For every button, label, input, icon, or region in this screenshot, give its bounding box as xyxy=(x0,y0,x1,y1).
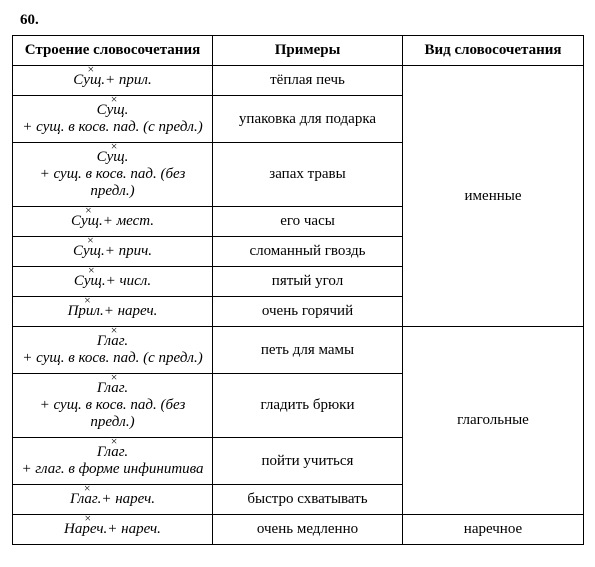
example-cell: гладить брюки xyxy=(213,374,403,438)
kind-cell: именные xyxy=(403,66,584,327)
table-header-row: Строение словосочетания Примеры Вид слов… xyxy=(13,36,584,66)
dependent-word: + прич. xyxy=(105,243,152,260)
dependent-word: + нареч. xyxy=(107,521,161,538)
main-word: Сущ. xyxy=(74,273,106,290)
example-cell: пятый угол xyxy=(213,267,403,297)
dependent-word: + числ. xyxy=(106,273,151,290)
structure-cell: Сущ. + сущ. в косв. пад. (без предл.) xyxy=(13,143,213,207)
main-word: Сущ. xyxy=(71,213,103,230)
example-cell: пойти учиться xyxy=(213,438,403,485)
dependent-word: + мест. xyxy=(103,213,154,230)
structure-cell: Глаг. + глаг. в форме инфинитива xyxy=(13,438,213,485)
col-header-kind: Вид словосочетания xyxy=(403,36,584,66)
main-word: Прил. xyxy=(68,303,104,320)
structure-cell: Сущ. + прил. xyxy=(13,66,213,96)
structure-cell: Сущ. + сущ. в косв. пад. (с предл.) xyxy=(13,96,213,143)
example-cell: сломанный гвоздь xyxy=(213,237,403,267)
dependent-word: + сущ. в косв. пад. (без предл.) xyxy=(19,166,206,200)
kind-cell: глагольные xyxy=(403,327,584,515)
table-body: Сущ. + прил.тёплая печьименныеСущ. + сущ… xyxy=(13,66,584,545)
main-word: Глаг. xyxy=(70,491,101,508)
dependent-word: + сущ. в косв. пад. (с предл.) xyxy=(22,350,202,367)
main-word: Сущ. xyxy=(73,72,105,89)
table-row: Нареч. + нареч.очень медленнонаречное xyxy=(13,515,584,545)
example-cell: его часы xyxy=(213,207,403,237)
example-cell: упаковка для подарка xyxy=(213,96,403,143)
example-cell: очень медленно xyxy=(213,515,403,545)
col-header-structure: Строение словосочетания xyxy=(13,36,213,66)
structure-cell: Сущ. + мест. xyxy=(13,207,213,237)
dependent-word: + сущ. в косв. пад. (с предл.) xyxy=(22,119,202,136)
dependent-word: + нареч. xyxy=(104,303,158,320)
main-word: Глаг. xyxy=(97,444,128,461)
main-word: Сущ. xyxy=(97,149,129,166)
structure-cell: Глаг. + сущ. в косв. пад. (с предл.) xyxy=(13,327,213,374)
example-cell: запах травы xyxy=(213,143,403,207)
table-row: Сущ. + прил.тёплая печьименные xyxy=(13,66,584,96)
structure-cell: Глаг. + нареч. xyxy=(13,485,213,515)
example-cell: тёплая печь xyxy=(213,66,403,96)
structure-cell: Нареч. + нареч. xyxy=(13,515,213,545)
structure-cell: Прил. + нареч. xyxy=(13,297,213,327)
main-word: Сущ. xyxy=(73,243,105,260)
example-cell: очень горячий xyxy=(213,297,403,327)
example-cell: петь для мамы xyxy=(213,327,403,374)
structure-cell: Глаг. + сущ. в косв. пад. (без предл.) xyxy=(13,374,213,438)
main-word: Нареч. xyxy=(64,521,107,538)
table-row: Глаг. + сущ. в косв. пад. (с предл.)петь… xyxy=(13,327,584,374)
example-cell: быстро схватывать xyxy=(213,485,403,515)
page-number: 60. xyxy=(20,12,583,29)
kind-cell: наречное xyxy=(403,515,584,545)
dependent-word: + нареч. xyxy=(101,491,155,508)
dependent-word: + глаг. в форме инфинитива xyxy=(21,461,203,478)
main-word: Сущ. xyxy=(97,102,129,119)
dependent-word: + прил. xyxy=(105,72,152,89)
structure-cell: Сущ. + прич. xyxy=(13,237,213,267)
structure-cell: Сущ. + числ. xyxy=(13,267,213,297)
dependent-word: + сущ. в косв. пад. (без предл.) xyxy=(19,397,206,431)
main-word: Глаг. xyxy=(97,380,128,397)
phrase-structure-table: Строение словосочетания Примеры Вид слов… xyxy=(12,35,584,545)
main-word: Глаг. xyxy=(97,333,128,350)
col-header-examples: Примеры xyxy=(213,36,403,66)
